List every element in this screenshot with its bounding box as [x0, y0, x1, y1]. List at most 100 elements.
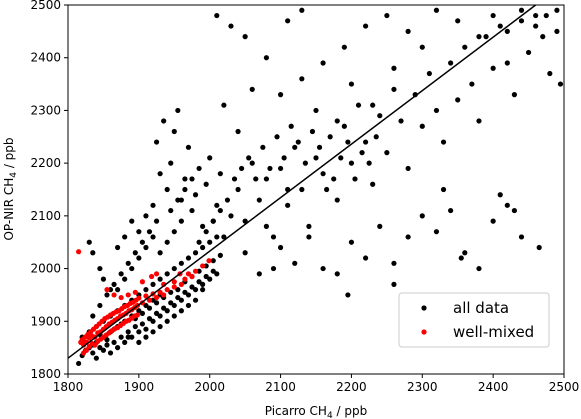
point-all-data-25: [168, 289, 174, 295]
point-all-data-113: [525, 49, 532, 56]
point-all-data-263: [136, 255, 142, 261]
point-all-data-68: [214, 202, 220, 208]
point-all-data-60: [185, 144, 192, 150]
point-all-data-56: [171, 128, 177, 135]
point-all-data-52: [157, 171, 163, 177]
point-all-data-128: [384, 12, 390, 19]
y-tick-label-2000: 2000: [30, 262, 61, 276]
point-all-data-271: [246, 155, 252, 161]
point-all-data-93: [384, 150, 390, 156]
point-all-data-130: [419, 44, 425, 50]
point-all-data-283: [331, 176, 337, 182]
point-all-data-110: [504, 60, 510, 66]
point-all-data-170: [345, 292, 351, 298]
point-well-mixed-57: [200, 263, 206, 269]
legend-label-well-mixed: well-mixed: [453, 323, 534, 341]
point-all-data-57: [175, 107, 181, 114]
point-all-data-69: [217, 171, 223, 177]
y-tick-label-2200: 2200: [30, 156, 61, 170]
point-all-data-157: [363, 255, 369, 261]
point-all-data-183: [157, 323, 163, 330]
point-all-data-136: [518, 7, 525, 13]
point-all-data-205: [93, 355, 99, 361]
point-all-data-272: [253, 176, 259, 182]
point-all-data-239: [214, 271, 220, 277]
point-all-data-142: [313, 107, 319, 114]
point-all-data-126: [341, 44, 347, 50]
point-all-data-275: [274, 134, 280, 140]
point-all-data-50: [150, 202, 156, 208]
point-all-data-72: [235, 186, 241, 193]
point-all-data-252: [182, 186, 188, 193]
point-all-data-123: [285, 18, 291, 24]
point-all-data-129: [405, 28, 411, 34]
point-all-data-243: [111, 281, 117, 287]
point-all-data-253: [189, 176, 195, 182]
point-all-data-40: [86, 239, 92, 245]
point-well-mixed-71: [83, 347, 90, 353]
point-all-data-165: [476, 265, 482, 272]
point-all-data-200: [76, 360, 82, 367]
point-all-data-81: [299, 186, 305, 193]
point-all-data-152: [292, 260, 298, 266]
point-well-mixed-89: [134, 312, 141, 318]
point-all-data-37: [210, 258, 216, 264]
point-all-data-124: [299, 7, 305, 13]
point-all-data-54: [164, 186, 170, 193]
point-all-data-55: [168, 160, 174, 166]
point-all-data-53: [161, 118, 167, 124]
point-all-data-135: [504, 28, 510, 34]
point-all-data-62: [192, 192, 199, 198]
point-all-data-143: [334, 118, 340, 124]
point-all-data-236: [203, 273, 209, 280]
point-all-data-49: [143, 213, 149, 219]
point-all-data-131: [433, 7, 440, 13]
y-tick-label-2400: 2400: [30, 51, 61, 65]
point-well-mixed-48: [157, 289, 163, 295]
x-tick-label-1900: 1900: [124, 380, 155, 394]
point-all-data-197: [143, 302, 149, 309]
y-axis-label: OP-NIR CH4 / ppb: [2, 137, 19, 240]
point-all-data-32: [192, 250, 199, 256]
points-layer: [76, 7, 564, 367]
x-axis-label: Picarro CH4 / ppb: [265, 404, 367, 419]
point-all-data-169: [497, 192, 503, 198]
point-all-data-173: [511, 207, 517, 214]
point-all-data-132: [455, 18, 461, 24]
point-all-data-112: [518, 18, 525, 24]
point-all-data-242: [104, 292, 110, 298]
point-all-data-36: [207, 239, 213, 245]
point-all-data-187: [185, 302, 192, 309]
point-all-data-95: [398, 118, 404, 124]
point-all-data-146: [391, 65, 397, 71]
point-all-data-163: [448, 207, 454, 214]
point-all-data-87: [341, 123, 347, 129]
point-all-data-43: [100, 276, 107, 282]
x-tick-label-2300: 2300: [407, 380, 438, 394]
point-all-data-83: [313, 155, 319, 161]
point-all-data-177: [242, 250, 248, 256]
point-all-data-118: [557, 81, 564, 87]
point-all-data-184: [164, 318, 170, 324]
point-all-data-282: [324, 186, 330, 193]
point-well-mixed-0: [76, 249, 82, 255]
point-all-data-254: [196, 239, 202, 245]
point-well-mixed-68: [171, 279, 177, 285]
point-all-data-284: [338, 155, 344, 161]
point-all-data-127: [363, 23, 369, 29]
point-all-data-245: [125, 260, 131, 266]
point-all-data-47: [129, 218, 135, 224]
point-all-data-74: [249, 160, 255, 166]
point-all-data-153: [306, 234, 312, 240]
legend-box: [398, 292, 550, 348]
point-all-data-229: [178, 297, 184, 303]
point-well-mixed-61: [118, 294, 124, 301]
point-all-data-209: [107, 350, 114, 356]
point-all-data-196: [136, 308, 142, 314]
point-all-data-261: [122, 276, 128, 282]
point-well-mixed-42: [136, 295, 142, 301]
y-tick-label-2100: 2100: [30, 209, 61, 223]
point-all-data-34: [200, 244, 206, 251]
point-all-data-234: [196, 279, 202, 285]
point-all-data-89: [355, 102, 362, 108]
